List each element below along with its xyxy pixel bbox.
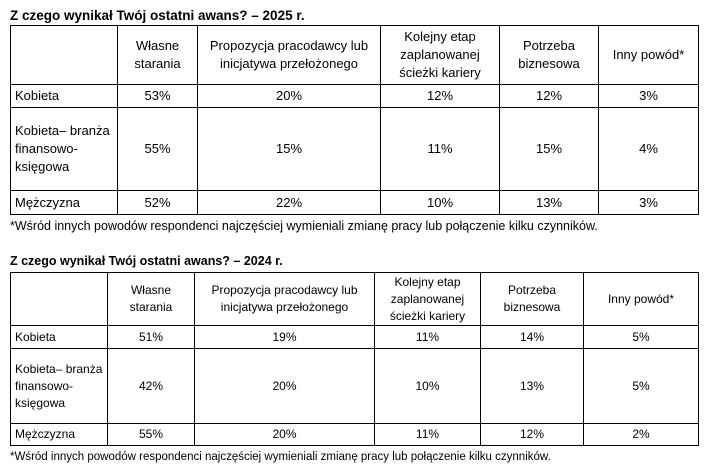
table-cell: 15% [499, 107, 599, 191]
row-label: Kobieta [10, 84, 118, 108]
row-label: Kobieta– branża finansowo-księgowa [10, 348, 108, 424]
column-header-wlasne-starania: Własne starania [107, 272, 195, 326]
column-header-propozycja-pracodawcy: Propozycja pracodawcy lub inicjatywa prz… [197, 25, 381, 85]
column-header-potrzeba-biznesowa: Potrzeba biznesowa [480, 272, 584, 326]
table-cell: 10% [380, 190, 500, 215]
column-header-wlasne-starania: Własne starania [117, 25, 198, 85]
table-row: Mężczyzna 55% 20% 11% 12% 2% [10, 423, 699, 446]
table-2024-title: Z czego wynikał Twój ostatni awans? – 20… [10, 254, 283, 268]
table-2025-title: Z czego wynikał Twój ostatni awans? – 20… [10, 8, 305, 23]
table-header-row: Własne starania Propozycja pracodawcy lu… [10, 272, 699, 326]
table-row: Kobieta– branża finansowo-księgowa 42% 2… [10, 348, 699, 424]
table-cell: 22% [197, 190, 381, 215]
table-cell: 12% [380, 84, 500, 108]
column-header-kolejny-etap: Kolejny etap zaplanowanej ścieżki karier… [380, 25, 500, 85]
table-cell: 11% [380, 107, 500, 191]
table-cell: 10% [374, 348, 481, 424]
table-cell: 13% [480, 348, 584, 424]
table-row: Kobieta 51% 19% 11% 14% 5% [10, 325, 699, 349]
table-row: Mężczyzna 52% 22% 10% 13% 3% [10, 190, 699, 215]
table-cell: 20% [197, 84, 381, 108]
table-cell: 11% [374, 423, 481, 446]
table-row: Kobieta 53% 20% 12% 12% 3% [10, 84, 699, 108]
column-header-inny-powod: Inny powód* [598, 25, 699, 85]
table-cell: 53% [117, 84, 198, 108]
table-row: Kobieta– branża finansowo-księgowa 55% 1… [10, 107, 699, 191]
table-cell: 3% [598, 190, 699, 215]
column-header-propozycja-pracodawcy: Propozycja pracodawcy lub inicjatywa prz… [194, 272, 375, 326]
row-label: Mężczyzna [10, 190, 118, 215]
column-header-empty [10, 25, 118, 85]
table-2025-footnote: *Wśród innych powodów respondenci najczę… [10, 219, 598, 233]
table-cell: 12% [499, 84, 599, 108]
table-cell: 14% [480, 325, 584, 349]
table-cell: 13% [499, 190, 599, 215]
table-cell: 11% [374, 325, 481, 349]
row-label: Kobieta– branża finansowo-księgowa [10, 107, 118, 191]
table-cell: 51% [107, 325, 195, 349]
table-cell: 12% [480, 423, 584, 446]
table-cell: 3% [598, 84, 699, 108]
table-cell: 52% [117, 190, 198, 215]
table-cell: 15% [197, 107, 381, 191]
row-label: Mężczyzna [10, 423, 108, 446]
column-header-potrzeba-biznesowa: Potrzeba biznesowa [499, 25, 599, 85]
column-header-empty [10, 272, 108, 326]
column-header-inny-powod: Inny powód* [583, 272, 699, 326]
table-cell: 5% [583, 325, 699, 349]
table-cell: 19% [194, 325, 375, 349]
table-cell: 42% [107, 348, 195, 424]
table-2025: Własne starania Propozycja pracodawcy lu… [10, 25, 699, 215]
table-cell: 4% [598, 107, 699, 191]
table-cell: 55% [117, 107, 198, 191]
row-label: Kobieta [10, 325, 108, 349]
table-cell: 20% [194, 423, 375, 446]
table-cell: 55% [107, 423, 195, 446]
table-2024-footnote: *Wśród innych powodów respondenci najczę… [10, 451, 551, 463]
table-cell: 2% [583, 423, 699, 446]
table-cell: 20% [194, 348, 375, 424]
table-2024: Własne starania Propozycja pracodawcy lu… [10, 272, 699, 446]
column-header-kolejny-etap: Kolejny etap zaplanowanej ścieżki karier… [374, 272, 481, 326]
table-header-row: Własne starania Propozycja pracodawcy lu… [10, 25, 699, 85]
table-cell: 5% [583, 348, 699, 424]
